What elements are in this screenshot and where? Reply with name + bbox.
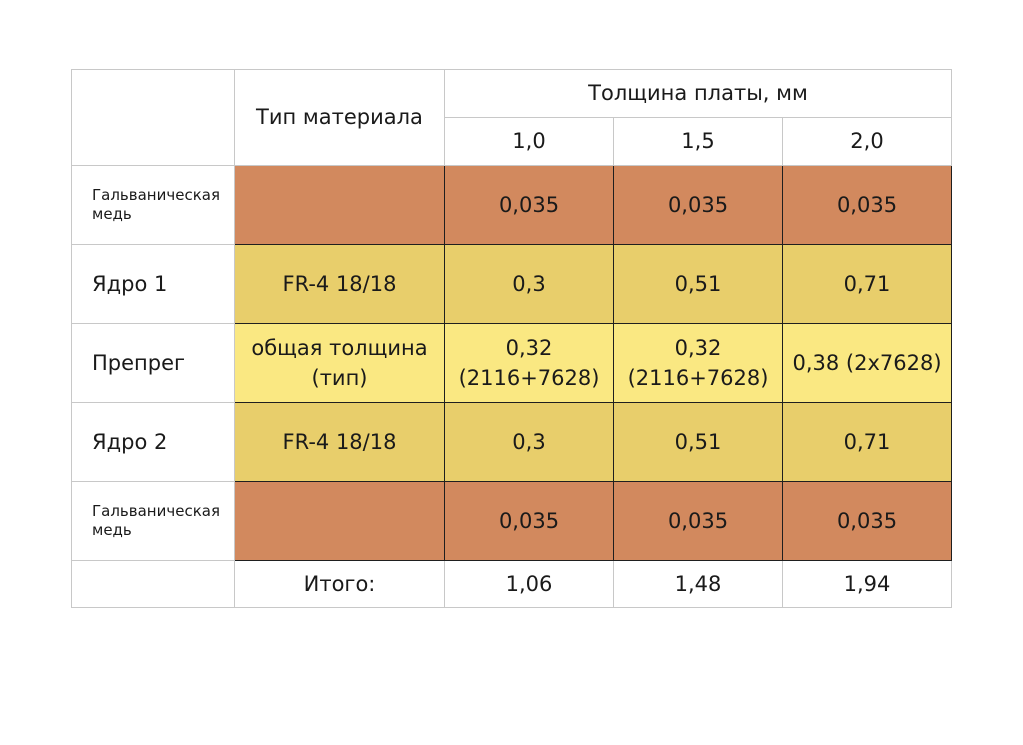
- table-row-core-2: Ядро 2 FR-4 18/18 0,3 0,51 0,71: [71, 402, 952, 482]
- total-label: Итого:: [234, 560, 445, 608]
- row-label: Препрег: [71, 323, 235, 403]
- header-row-columns: 1,0 1,5 2,0: [72, 117, 952, 166]
- value-cell: 0,71: [782, 244, 952, 324]
- header-material-type: Тип материала: [234, 69, 445, 166]
- row-label: Гальваническая медь: [71, 165, 235, 245]
- value-cell: 0,035: [444, 165, 614, 245]
- value-cell: 0,3: [444, 244, 614, 324]
- row-label: Гальваническая медь: [71, 481, 235, 561]
- material-cell: FR-4 18/18: [234, 402, 445, 482]
- material-cell: общая толщина (тип): [234, 323, 445, 403]
- row-label: Ядро 1: [71, 244, 235, 324]
- material-cell: [234, 165, 445, 245]
- header-thickness-1-0: 1,0: [444, 117, 614, 166]
- table-row-core-1: Ядро 1 FR-4 18/18 0,3 0,51 0,71: [71, 244, 952, 324]
- value-cell: 0,38 (2x7628): [782, 323, 952, 403]
- header-corner-cell: [71, 69, 235, 166]
- value-cell: 0,51: [613, 244, 783, 324]
- table-row-copper-bottom: Гальваническая медь 0,035 0,035 0,035: [71, 481, 952, 561]
- total-value: 1,94: [782, 560, 952, 608]
- header-row-top: Тип материала Толщина платы, мм: [71, 69, 952, 166]
- value-cell: 0,035: [782, 481, 952, 561]
- value-cell: 0,035: [444, 481, 614, 561]
- value-cell: 0,32 (2116+7628): [613, 323, 783, 403]
- material-cell: [234, 481, 445, 561]
- total-value: 1,06: [444, 560, 614, 608]
- table-row-copper-top: Гальваническая медь 0,035 0,035 0,035: [71, 165, 952, 245]
- pcb-stackup-table: Тип материала Толщина платы, мм 1,0 1,5 …: [71, 69, 952, 608]
- total-value: 1,48: [613, 560, 783, 608]
- value-cell: 0,035: [613, 165, 783, 245]
- value-cell: 0,035: [782, 165, 952, 245]
- value-cell: 0,035: [613, 481, 783, 561]
- total-empty-cell: [71, 560, 235, 608]
- row-label: Ядро 2: [71, 402, 235, 482]
- value-cell: 0,51: [613, 402, 783, 482]
- value-cell: 0,32 (2116+7628): [444, 323, 614, 403]
- header-thickness-1-5: 1,5: [613, 117, 783, 166]
- value-cell: 0,71: [782, 402, 952, 482]
- table-row-prepreg: Препрег общая толщина (тип) 0,32 (2116+7…: [71, 323, 952, 403]
- material-cell: FR-4 18/18: [234, 244, 445, 324]
- table-row-total: Итого: 1,06 1,48 1,94: [71, 560, 952, 608]
- value-cell: 0,3: [444, 402, 614, 482]
- header-thickness-2-0: 2,0: [782, 117, 952, 166]
- header-board-thickness: Толщина платы, мм: [444, 69, 952, 118]
